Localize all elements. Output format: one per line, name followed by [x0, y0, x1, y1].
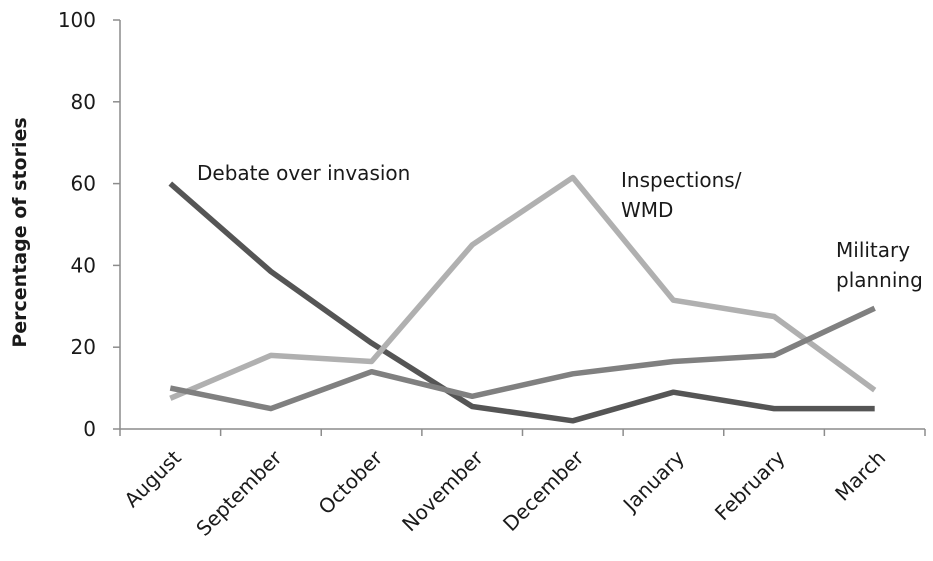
x-tick-label: March	[830, 446, 890, 506]
y-tick-label: 60	[71, 172, 96, 196]
x-tick-label: August	[119, 445, 186, 512]
x-tick-label: February	[710, 445, 790, 525]
y-axis-label: Percentage of stories	[9, 117, 31, 347]
x-tick-label: December	[498, 445, 589, 536]
y-ticks: 0 20 40 60 80 100	[58, 8, 120, 441]
annotation-line: WMD	[621, 198, 673, 222]
x-ticks: August September October November December Ja…	[119, 429, 926, 541]
series-lines	[168, 174, 877, 424]
x-tick-label: September	[191, 445, 287, 541]
x-tick-label: January	[617, 445, 689, 517]
series-annotations: Debate over invasion Inspections/WMD Milit…	[197, 161, 923, 292]
annotation-line: planning	[836, 268, 923, 292]
series-annotation: Military planning	[836, 238, 923, 292]
annotation-line: Inspections/	[621, 168, 742, 192]
y-tick-label: 100	[58, 8, 96, 32]
y-tick-label: 20	[71, 335, 96, 359]
y-tick-label: 40	[71, 253, 96, 277]
y-tick-label: 80	[71, 90, 96, 114]
y-tick-label: 0	[83, 417, 96, 441]
series-annotation: Inspections/WMD	[621, 168, 742, 222]
x-tick-label: October	[314, 445, 388, 519]
series-line-2	[169, 305, 876, 412]
annotation-line: Military	[836, 238, 910, 262]
annotation-line: Debate over invasion	[197, 161, 410, 185]
series-line-1	[169, 174, 877, 401]
series-annotation: Debate over invasion	[197, 161, 410, 185]
x-tick-label: November	[397, 445, 488, 536]
series-line-0	[168, 181, 875, 424]
